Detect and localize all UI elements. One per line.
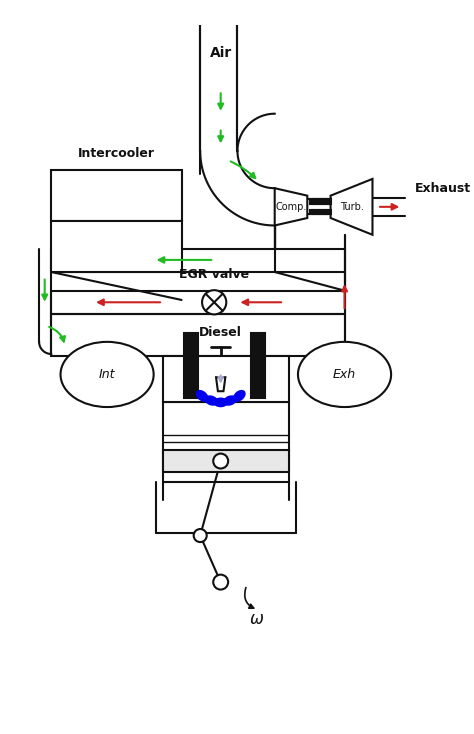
Text: EGR valve: EGR valve [179,269,249,281]
Bar [163,402,289,482]
Circle shape [202,290,226,314]
Bar [325,210,328,214]
Bar [313,200,315,204]
Bar [320,210,323,214]
Ellipse shape [196,390,208,401]
Polygon shape [216,377,225,391]
Text: Diesel: Diesel [199,326,242,339]
Bar [313,210,315,214]
Bar [320,200,323,204]
Bar [323,210,326,214]
Text: Int: Int [99,368,115,381]
Text: Air: Air [210,46,232,59]
Polygon shape [275,188,307,225]
Bar [325,200,328,204]
Ellipse shape [205,396,218,405]
Text: Exhaust: Exhaust [414,182,471,195]
Ellipse shape [214,399,227,407]
Text: Turb.: Turb. [339,202,364,212]
Bar [315,200,318,204]
Text: Comp.: Comp. [275,202,307,212]
Text: Exh: Exh [333,368,356,381]
Circle shape [194,529,207,542]
Bar [315,210,318,214]
Polygon shape [330,179,373,235]
Bar [251,333,265,398]
Ellipse shape [234,390,245,401]
Circle shape [213,575,228,589]
Bar [310,200,313,204]
Bar [163,450,289,472]
Bar [310,210,313,214]
Bar [163,356,289,402]
Bar [328,210,330,214]
Bar [318,210,320,214]
Bar [51,221,182,272]
Ellipse shape [61,342,154,407]
Bar [328,200,330,204]
Text: $\omega$: $\omega$ [249,611,264,628]
Bar [318,200,320,204]
Bar [323,200,326,204]
Ellipse shape [224,396,237,405]
Circle shape [213,454,228,468]
Bar [184,333,198,398]
Bar [51,170,182,221]
Text: Intercooler: Intercooler [78,148,155,160]
Ellipse shape [298,342,391,407]
